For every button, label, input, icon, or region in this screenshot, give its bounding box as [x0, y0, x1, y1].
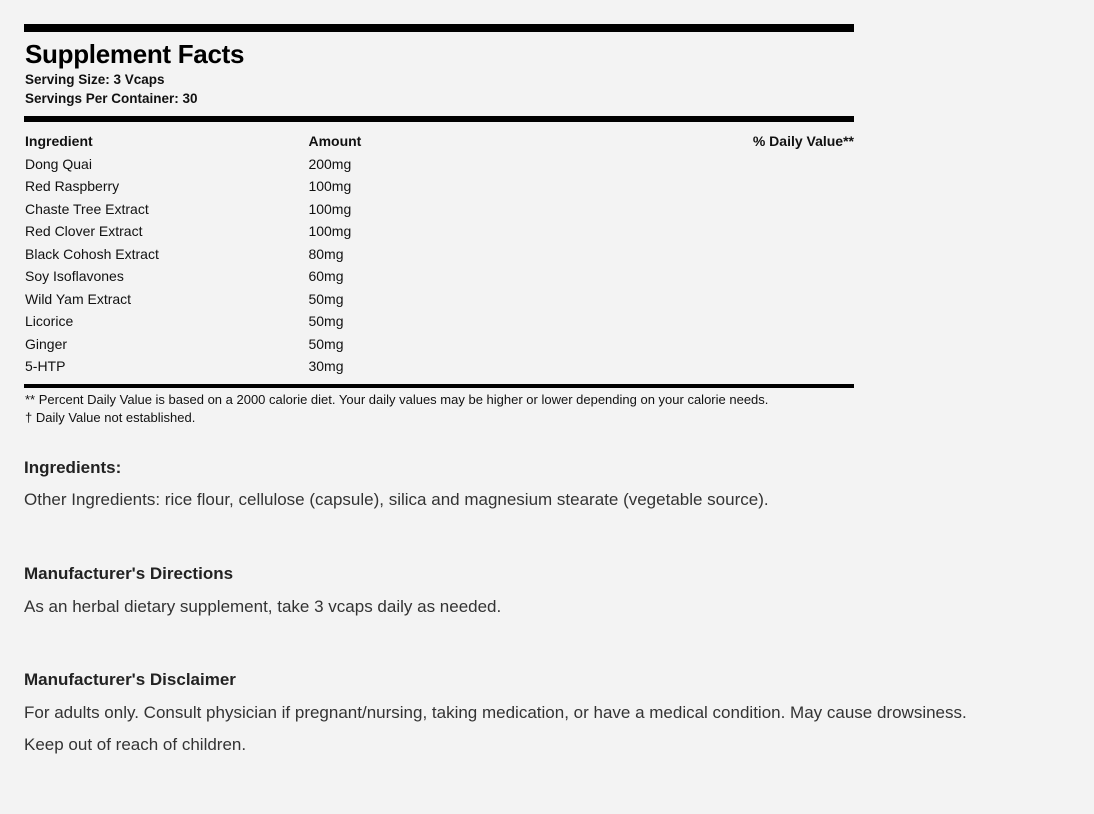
footnote-daily-value: ** Percent Daily Value is based on a 200…: [25, 391, 769, 407]
ingredient-amount: 80mg: [308, 245, 344, 262]
ingredient-daily-value: [638, 288, 854, 311]
ingredient-amount: 200mg: [308, 155, 352, 172]
table-row: Red Clover Extract 100mg: [24, 220, 854, 243]
ingredient-name: Soy Isoflavones: [25, 268, 124, 285]
table-row: Ginger 50mg: [24, 333, 854, 356]
ingredient-name: Licorice: [25, 313, 74, 330]
ingredient-daily-value: [638, 355, 854, 378]
ingredient-amount: 50mg: [308, 335, 344, 352]
ingredient-daily-value: [638, 175, 854, 198]
ingredient-amount: 60mg: [308, 268, 344, 285]
table-row: Dong Quai 200mg: [24, 153, 854, 176]
divider: [24, 24, 854, 32]
ingredient-daily-value: [638, 265, 854, 288]
ingredient-daily-value: [638, 153, 854, 176]
divider: [24, 383, 854, 388]
servings-per-container: Servings Per Container: 30: [25, 91, 198, 106]
supplement-facts-panel: Supplement Facts Serving Size: 3 Vcaps S…: [24, 24, 854, 424]
ingredient-name: Chaste Tree Extract: [25, 200, 149, 217]
ingredient-amount: 100mg: [308, 178, 352, 195]
directions-text: As an herbal dietary supplement, take 3 …: [24, 597, 502, 616]
ingredient-name: Red Clover Extract: [25, 223, 143, 240]
table-row: Chaste Tree Extract 100mg: [24, 198, 854, 221]
ingredient-name: Black Cohosh Extract: [25, 245, 159, 262]
table-row: Red Raspberry 100mg: [24, 175, 854, 198]
table-header: Ingredient Amount % Daily Value**: [24, 130, 854, 153]
col-daily-value: % Daily Value**: [752, 133, 854, 150]
serving-size: Serving Size: 3 Vcaps: [25, 72, 165, 87]
ingredient-daily-value: [638, 310, 854, 333]
ingredient-amount: 100mg: [308, 200, 352, 217]
ingredient-amount: 50mg: [308, 290, 344, 307]
ingredient-daily-value: [638, 220, 854, 243]
table-row: Soy Isoflavones 60mg: [24, 265, 854, 288]
disclaimer-text-line1: For adults only. Consult physician if pr…: [24, 703, 967, 722]
facts-title: Supplement Facts: [25, 39, 245, 69]
ingredient-daily-value: [638, 333, 854, 356]
ingredient-name: 5-HTP: [25, 358, 66, 375]
disclaimer-heading: Manufacturer's Disclaimer: [24, 670, 236, 689]
ingredient-amount: 30mg: [308, 358, 344, 375]
table-row: Black Cohosh Extract 80mg: [24, 243, 854, 266]
ingredient-amount: 100mg: [308, 223, 352, 240]
table-row: Licorice 50mg: [24, 310, 854, 333]
directions-heading: Manufacturer's Directions: [24, 564, 234, 583]
ingredient-name: Wild Yam Extract: [25, 290, 132, 307]
ingredients-heading: Ingredients:: [24, 458, 122, 477]
col-amount: Amount: [308, 133, 362, 150]
footnote-not-established: † Daily Value not established.: [25, 409, 196, 425]
ingredient-name: Red Raspberry: [25, 178, 120, 195]
col-ingredient: Ingredient: [25, 133, 93, 150]
ingredient-name: Ginger: [25, 335, 68, 352]
divider: [24, 116, 854, 122]
table-row: 5-HTP 30mg: [24, 355, 854, 378]
table-row: Wild Yam Extract 50mg: [24, 288, 854, 311]
ingredient-daily-value: [638, 243, 854, 266]
ingredient-name: Dong Quai: [25, 155, 92, 172]
ingredient-daily-value: [638, 198, 854, 221]
disclaimer-text-line2: Keep out of reach of children.: [24, 735, 247, 754]
ingredients-text: Other Ingredients: rice flour, cellulose…: [24, 490, 769, 509]
facts-table: Ingredient Amount % Daily Value** Dong Q…: [24, 130, 854, 378]
ingredient-amount: 50mg: [308, 313, 344, 330]
